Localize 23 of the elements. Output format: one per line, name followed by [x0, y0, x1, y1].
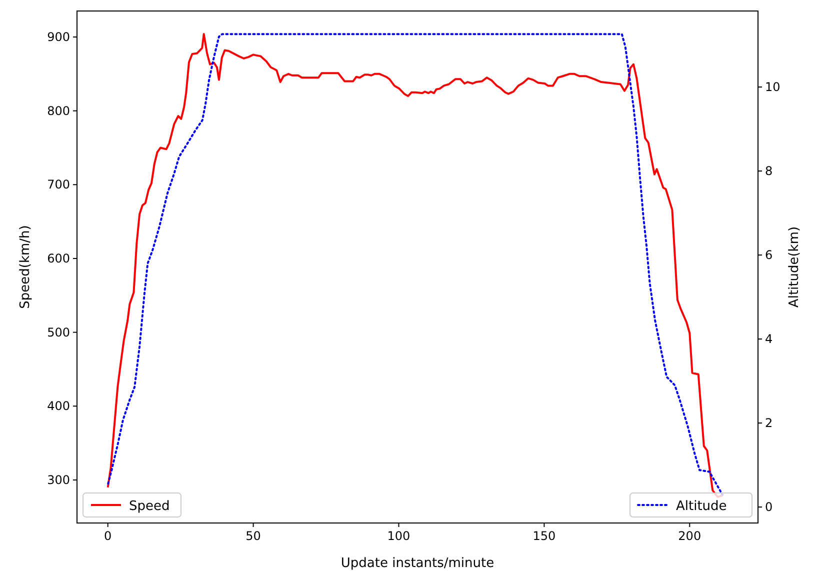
y2-tick-label: 4 — [765, 332, 773, 346]
y-tick-label: 500 — [47, 325, 70, 340]
x-tick-label: 50 — [246, 529, 261, 543]
y2-axis-title: Altitude(km) — [787, 226, 802, 308]
y-tick-label: 300 — [47, 472, 70, 487]
x-tick-label: 0 — [104, 529, 112, 543]
y-tick-label: 600 — [47, 251, 70, 266]
y2-tick-label: 6 — [765, 248, 773, 262]
legend-label: Speed — [129, 499, 170, 514]
y-axis-title: Speed(km/h) — [18, 225, 33, 309]
y2-tick-label: 10 — [765, 80, 780, 94]
y-tick-label: 700 — [47, 178, 70, 192]
y-tick-label: 400 — [47, 399, 70, 414]
x-axis-title: Update instants/minute — [340, 556, 494, 571]
legend-label: Altitude — [676, 499, 727, 514]
y2-tick-label: 2 — [765, 416, 773, 430]
x-tick-label: 200 — [678, 529, 702, 543]
x-tick-label: 150 — [532, 529, 556, 543]
y2-tick-label: 8 — [765, 164, 773, 178]
y-tick-label: 800 — [47, 104, 70, 118]
x-tick-label: 100 — [387, 529, 410, 543]
y2-tick-label: 0 — [765, 500, 773, 514]
y-tick-label: 900 — [47, 30, 70, 44]
